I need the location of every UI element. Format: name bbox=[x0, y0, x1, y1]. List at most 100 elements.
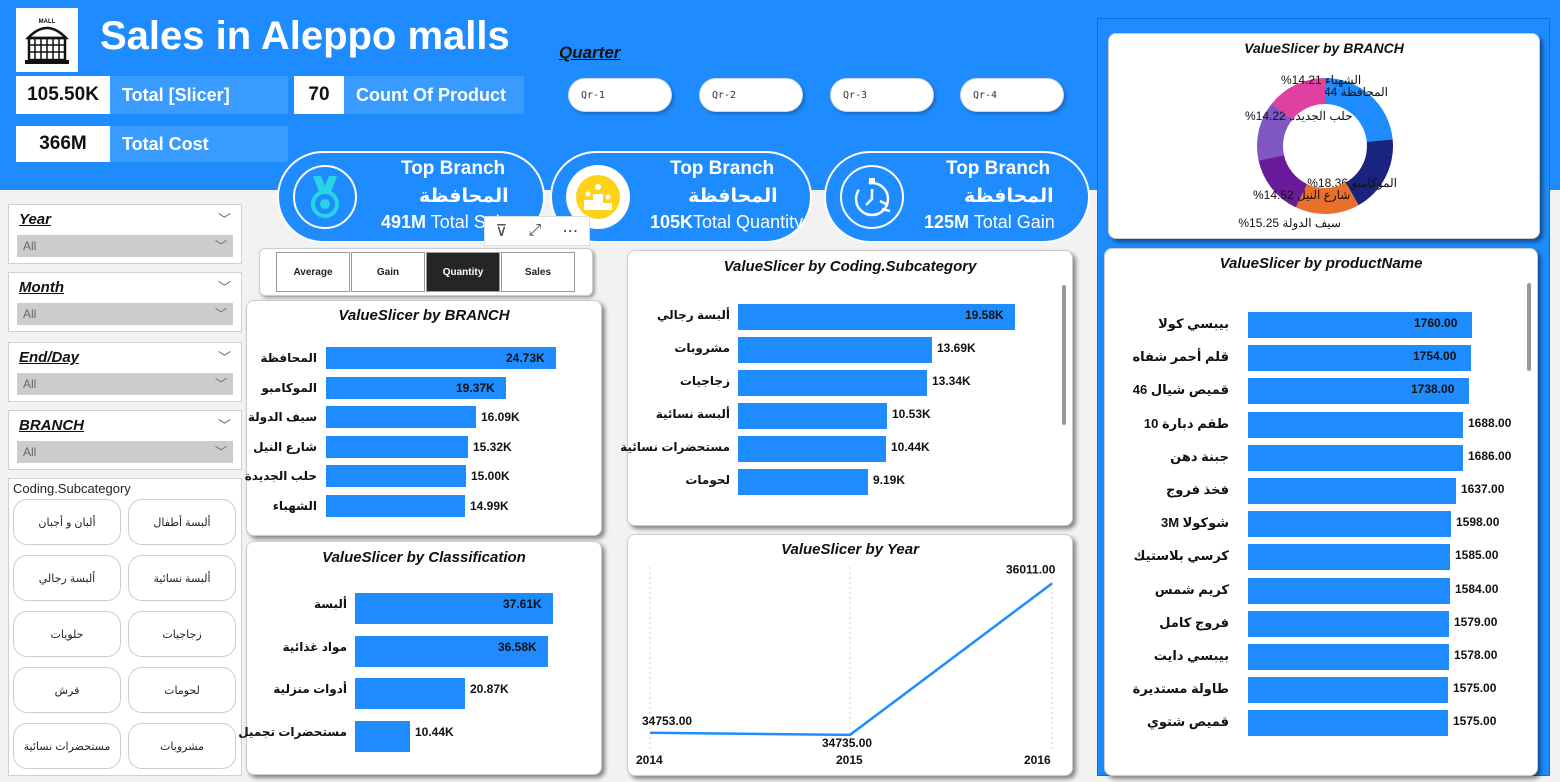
quarter-button-1[interactable]: Qr-1 bbox=[568, 78, 672, 112]
bar-category-label: أدوات منزلية bbox=[273, 682, 347, 696]
bar bbox=[326, 406, 476, 429]
bar-value-label: 37.61K bbox=[503, 597, 542, 611]
series-line bbox=[649, 582, 1053, 737]
year-dropdown[interactable]: All ﹀ bbox=[17, 235, 233, 257]
bar-category-label: شارع النيل bbox=[253, 439, 317, 454]
total-cost-value: 366M bbox=[16, 126, 110, 162]
bar-category-label: جبنة دهن bbox=[1170, 448, 1229, 464]
bar-value-label: 24.73K bbox=[506, 351, 545, 365]
card-measure: Total Quantity bbox=[693, 212, 804, 232]
chevron-down-icon[interactable]: ﹀ bbox=[217, 418, 231, 433]
bar-category-label: حلب الجديدة bbox=[244, 469, 317, 484]
bar bbox=[355, 593, 553, 624]
slice-label: حلب الجديدة 14.22% bbox=[1245, 109, 1353, 123]
subcategory-pill[interactable]: مشروبات bbox=[128, 723, 236, 769]
subcategory-pill[interactable]: ألبسة أطفال bbox=[128, 499, 236, 545]
x-tick-label: 2015 bbox=[836, 753, 863, 767]
chevron-down-icon: ﹀ bbox=[214, 307, 227, 321]
bar bbox=[738, 337, 932, 363]
bar-value-label: 1579.00 bbox=[1454, 614, 1498, 629]
subcategory-pill[interactable]: لحومات bbox=[128, 667, 236, 713]
card-branch: المحافظة bbox=[688, 186, 778, 207]
quarter-button-3[interactable]: Qr-3 bbox=[830, 78, 934, 112]
bar-value-label: 20.87K bbox=[470, 682, 509, 696]
bar bbox=[1248, 577, 1450, 604]
chart-title: ValueSlicer by BRANCH bbox=[1244, 40, 1404, 56]
bar bbox=[355, 720, 410, 752]
slicer-label: Month bbox=[19, 279, 64, 296]
chart-title: ValueSlicer by Coding.Subcategory bbox=[723, 258, 977, 275]
bar-category-label: ألبسة رجالي bbox=[656, 308, 730, 322]
scrollbar[interactable] bbox=[1527, 283, 1531, 371]
bar bbox=[1248, 544, 1450, 571]
quarter-button-2[interactable]: Qr-2 bbox=[699, 78, 803, 112]
bar-category-label: ألبسة نسائية bbox=[655, 407, 730, 421]
branch-donut-chart-panel: ValueSlicer by BRANCH المحافظة 23.44%الم… bbox=[1108, 33, 1540, 239]
bar bbox=[738, 436, 886, 462]
quarter-slicer-title: Quarter bbox=[559, 43, 621, 62]
bar bbox=[1248, 444, 1463, 471]
bar bbox=[738, 469, 868, 495]
bar bbox=[1248, 644, 1449, 670]
subcategory-pill[interactable]: فرش bbox=[13, 667, 121, 713]
bar-category-label: سيف الدولة bbox=[247, 410, 317, 425]
bar-category-label: كرسي بلاستيك bbox=[1133, 548, 1229, 564]
branch-dropdown[interactable]: All ﹀ bbox=[17, 441, 233, 463]
bar bbox=[326, 347, 556, 369]
tab-average[interactable]: Average bbox=[276, 252, 350, 292]
chevron-down-icon[interactable]: ﹀ bbox=[217, 280, 231, 295]
dropdown-value: All bbox=[23, 377, 37, 391]
bar-category-label: المحافظة bbox=[260, 351, 317, 365]
month-dropdown[interactable]: All ﹀ bbox=[17, 303, 233, 325]
subcategory-bar-chart-panel: ValueSlicer by Coding.Subcategory ألبسة … bbox=[620, 250, 1073, 526]
bar-value-label: 15.32K bbox=[473, 439, 512, 454]
bar-category-label: بيبسي دايت bbox=[1153, 648, 1229, 663]
bar-category-label: قميص شتوي bbox=[1146, 714, 1229, 730]
more-options-icon[interactable]: ⋯ bbox=[562, 223, 579, 240]
month-slicer[interactable]: Month ﹀ All ﹀ bbox=[8, 272, 242, 332]
bar-category-label: قميص شيال 46 bbox=[1132, 382, 1229, 398]
subcategory-pill[interactable]: مستحضرات نسائية bbox=[13, 723, 121, 769]
subcategory-pill[interactable]: حلويات bbox=[13, 611, 121, 657]
subcategory-pill[interactable]: زجاجيات bbox=[128, 611, 236, 657]
bar-value-label: 19.58K bbox=[965, 308, 1004, 322]
chart-title: ValueSlicer by BRANCH bbox=[338, 307, 510, 324]
card-branch: المحافظة bbox=[964, 186, 1054, 207]
year-slicer[interactable]: Year ﹀ All ﹀ bbox=[8, 204, 242, 264]
card-title: Top Branch bbox=[401, 158, 506, 179]
bar-value-label: 1578.00 bbox=[1454, 648, 1498, 662]
bar bbox=[1248, 312, 1472, 338]
bar bbox=[1248, 710, 1448, 737]
slicer-label: End/Day bbox=[19, 349, 80, 366]
bar-category-label: لحومات bbox=[685, 473, 730, 487]
chevron-down-icon[interactable]: ﹀ bbox=[217, 212, 231, 227]
subcategory-pill[interactable]: ألبان و أجبان bbox=[13, 499, 121, 545]
logo-text: MALL bbox=[39, 19, 56, 25]
endday-dropdown[interactable]: All ﹀ bbox=[17, 373, 233, 395]
filter-icon[interactable]: ⊽ bbox=[495, 223, 508, 240]
data-label: 34735.00 bbox=[822, 736, 872, 750]
scrollbar[interactable] bbox=[1062, 285, 1066, 425]
quarter-button-4[interactable]: Qr-4 bbox=[960, 78, 1064, 112]
subcategory-slicer-title: Coding.Subcategory bbox=[13, 481, 131, 496]
total-slicer-label: Total [Slicer] bbox=[110, 76, 288, 114]
tab-gain[interactable]: Gain bbox=[351, 252, 425, 292]
endday-slicer[interactable]: End/Day ﹀ All ﹀ bbox=[8, 342, 242, 402]
dashboard-title: Sales in Aleppo malls bbox=[100, 14, 510, 58]
chevron-down-icon[interactable]: ﹀ bbox=[217, 350, 231, 365]
subcategory-pill[interactable]: ألبسة رجالي bbox=[13, 555, 121, 601]
chart-title: ValueSlicer by Year bbox=[781, 541, 919, 558]
bar-category-label: بيبسي كولا bbox=[1158, 316, 1229, 331]
tab-quantity[interactable]: Quantity bbox=[426, 252, 500, 292]
focus-mode-icon[interactable]: ⤢ bbox=[528, 222, 542, 239]
bar-category-label: مستحضرات نسائية bbox=[620, 440, 730, 454]
tab-sales[interactable]: Sales bbox=[501, 252, 575, 292]
bar bbox=[1248, 478, 1456, 504]
branch-slicer[interactable]: BRANCH ﹀ All ﹀ bbox=[8, 410, 242, 470]
slicer-label: Year bbox=[19, 211, 51, 228]
subcategory-pill[interactable]: ألبسة نسائية bbox=[128, 555, 236, 601]
bar-value-label: 1637.00 bbox=[1461, 482, 1505, 496]
visual-toolbar: ⊽ ⤢ ⋯ bbox=[484, 216, 590, 246]
card-branch: المحافظة bbox=[419, 186, 509, 207]
bar-value-label: 1688.00 bbox=[1468, 415, 1512, 430]
